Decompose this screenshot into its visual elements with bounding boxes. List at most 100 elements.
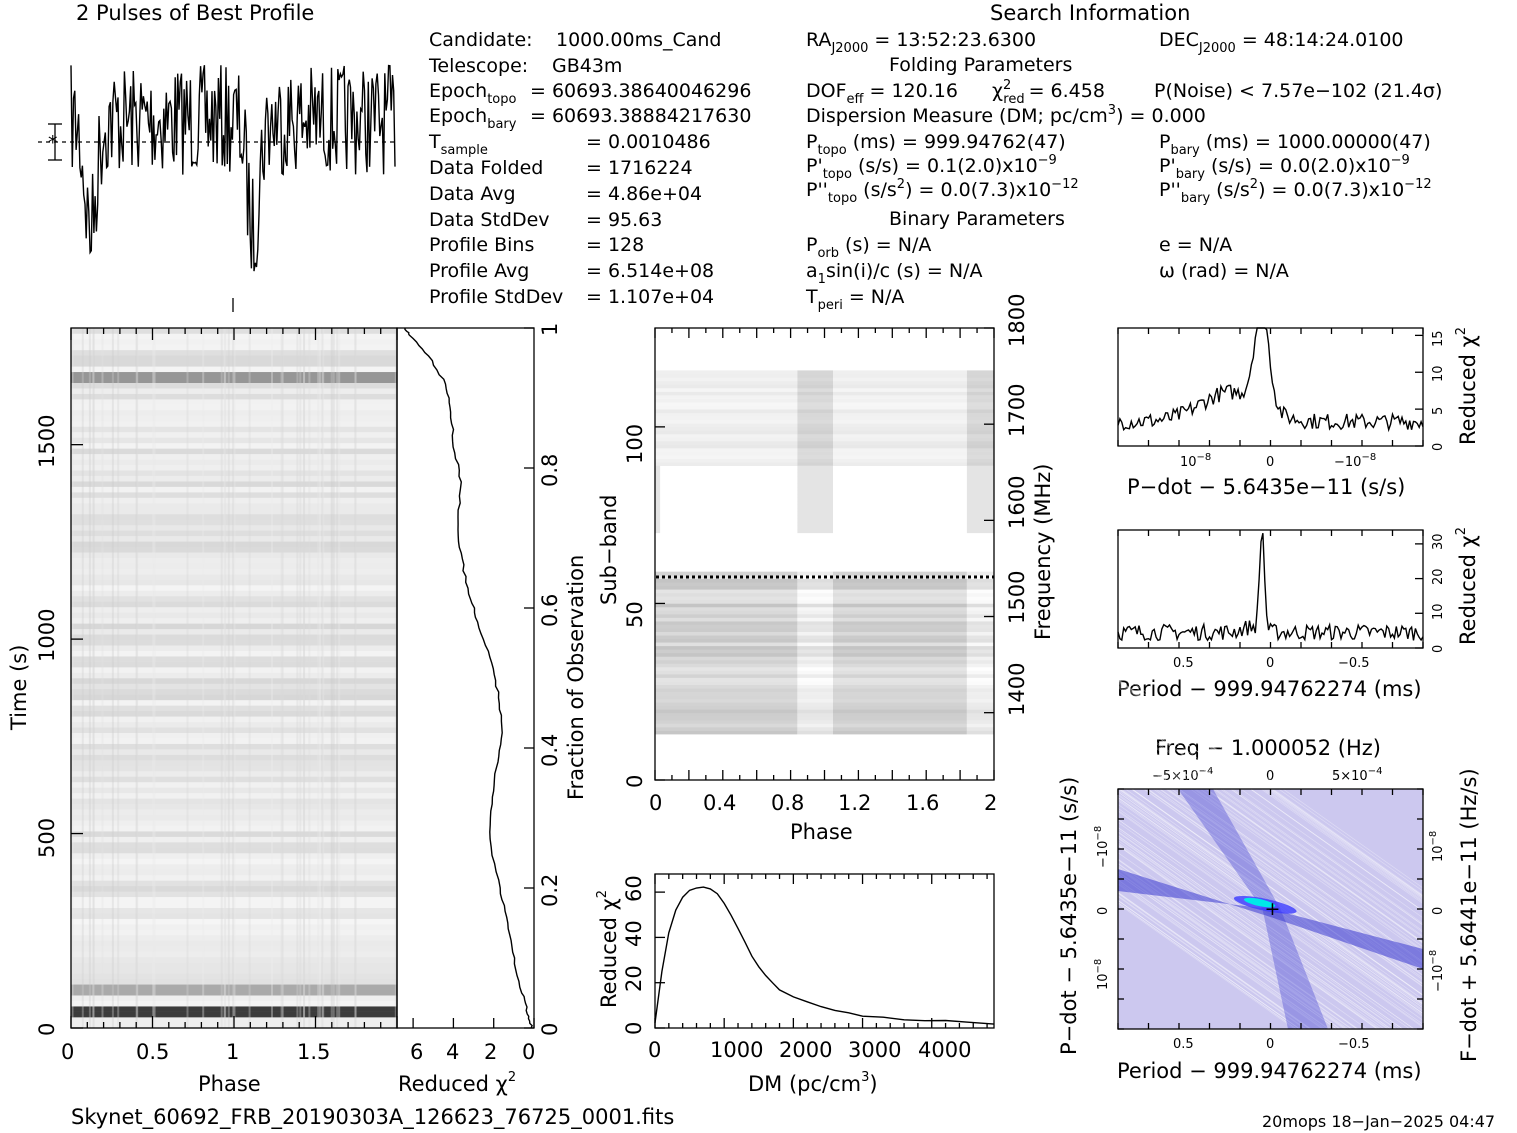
- tp-row: [71, 656, 397, 662]
- tp-streak: [336, 328, 339, 1028]
- sb-cell: [797, 571, 833, 576]
- sb-cell: [966, 398, 994, 403]
- ppd-streak: [1117, 873, 1424, 1091]
- dm-xtick-4: 4000: [918, 1038, 971, 1062]
- ppd-streak: [1117, 892, 1424, 1109]
- svg-text:Ptopo(ms) = 999.94762(47): Ptopo (ms) = 999.94762(47): [806, 131, 1066, 158]
- pdbary-exp: −9: [1391, 153, 1410, 168]
- sb-cell: [655, 702, 798, 707]
- sb-cell: [655, 515, 661, 519]
- candidate-label: Candidate:: [429, 29, 533, 51]
- ppd-streak: [1117, 837, 1424, 1055]
- sb-cell: [797, 522, 833, 527]
- sb-cell: [797, 398, 833, 403]
- ppd-streak: [1117, 678, 1424, 896]
- tp-row: [71, 431, 397, 438]
- sb-cell: [797, 617, 833, 622]
- tp-row: [71, 705, 397, 712]
- tp-row: [71, 787, 397, 794]
- tp-row: [71, 661, 397, 668]
- tp-row: [71, 863, 397, 870]
- tp-row: [71, 809, 397, 816]
- data-avg-value: = 4.86e+04: [586, 183, 702, 205]
- tp-row: [71, 486, 397, 493]
- sb-cell: [797, 652, 833, 657]
- sb-cell: [797, 448, 833, 452]
- sb-cell: [655, 380, 798, 385]
- tp-row: [71, 393, 397, 400]
- ppd-best-marker: +: [1265, 898, 1281, 920]
- tp-row: [71, 956, 397, 963]
- tp-row: [71, 858, 397, 865]
- tp-row: [71, 650, 397, 657]
- tp-row: [71, 388, 397, 394]
- ppd-title: Freq − 1.000052 (Hz): [1155, 736, 1381, 760]
- sb-cell: [797, 419, 833, 424]
- svg-text:P''bary(s/s2) = 0.0(7.3)x10−12: P''bary (s/s2) = 0.0(7.3)x10−12: [1159, 177, 1432, 206]
- tp-streak: [186, 328, 189, 1028]
- sb-cell: [655, 501, 661, 505]
- sb-cell: [833, 575, 967, 580]
- dm-ytick-3: 60: [622, 875, 646, 902]
- tp-streak: [308, 328, 311, 1028]
- tp-streak: [394, 328, 397, 1028]
- dm-line: Dispersion Measure (DM; pc/cm: [806, 105, 1108, 127]
- sb-cell: [655, 617, 798, 622]
- sb-cell: [655, 582, 798, 587]
- ppd-streak: [1117, 694, 1424, 912]
- tp-row: [71, 984, 397, 991]
- tp-row: [71, 814, 397, 821]
- tp-row: [71, 847, 397, 854]
- period-ytick-1: 10: [1431, 603, 1446, 620]
- sb-cell: [966, 614, 994, 618]
- tp-row: [71, 546, 397, 553]
- omega-value: ω (rad) = N/A: [1159, 260, 1289, 282]
- period-xtick-2: −0.5: [1338, 656, 1370, 671]
- sb-cell: [797, 451, 833, 456]
- tp-row: [71, 880, 397, 887]
- pnoise-value: P(Noise) < 7.57e−102 (21.4σ): [1154, 80, 1442, 102]
- profile-avg-value: = 6.514e+08: [586, 260, 714, 282]
- svg-text:−10−8: −10−8: [1428, 950, 1446, 992]
- binary-title: Binary Parameters: [889, 208, 1065, 230]
- sb-cell: [833, 624, 967, 629]
- tp-row: [71, 792, 397, 799]
- ppd-streak: [1117, 721, 1424, 938]
- sb-cell: [797, 377, 833, 382]
- tp-streak: [220, 328, 223, 1028]
- pdot-curve-line: [1117, 327, 1424, 433]
- sb-cell: [655, 419, 798, 424]
- ct-xlabel: Reduced χ: [398, 1072, 508, 1096]
- sb-cell: [833, 462, 967, 467]
- sb-cell: [655, 490, 661, 495]
- ppd-streak: [1117, 745, 1424, 963]
- sb-cell: [966, 645, 994, 650]
- sb-cell: [655, 663, 798, 668]
- ppd-streak: [1117, 891, 1424, 1109]
- footer-stamp: 20mops 18−Jan−2025 04:47: [1262, 1112, 1495, 1131]
- sb-cell: [833, 691, 967, 696]
- sb-cell: [833, 730, 967, 735]
- tp-row: [71, 552, 397, 558]
- sb-cell: [833, 705, 967, 710]
- asini-sub: 1: [818, 272, 826, 287]
- ct-ytick-2: 0.4: [538, 734, 562, 767]
- profile-stddev-value: = 1.107e+04: [586, 286, 714, 308]
- sb-cell: [966, 716, 994, 721]
- sb-cell: [655, 504, 661, 509]
- sb-cell: [833, 405, 967, 410]
- tp-row: [71, 781, 397, 788]
- tp-row: [71, 382, 397, 389]
- sb-cell: [655, 659, 798, 664]
- ppd-streak: [1117, 822, 1424, 1039]
- ra-sub: J2000: [830, 41, 868, 56]
- svg-text:DOFeff= 120.16: DOFeff = 120.16: [806, 80, 958, 107]
- sb-cell: [655, 606, 798, 611]
- tp-row: [71, 541, 397, 548]
- tperi-value: = N/A: [849, 286, 905, 308]
- tsample-value: = 0.0010486: [586, 131, 711, 153]
- sb-cell: [833, 423, 967, 428]
- chi-label: χ: [992, 80, 1003, 102]
- tp-streak: [71, 328, 74, 1028]
- pbary-value: (ms) = 1000.00000(47): [1206, 131, 1431, 153]
